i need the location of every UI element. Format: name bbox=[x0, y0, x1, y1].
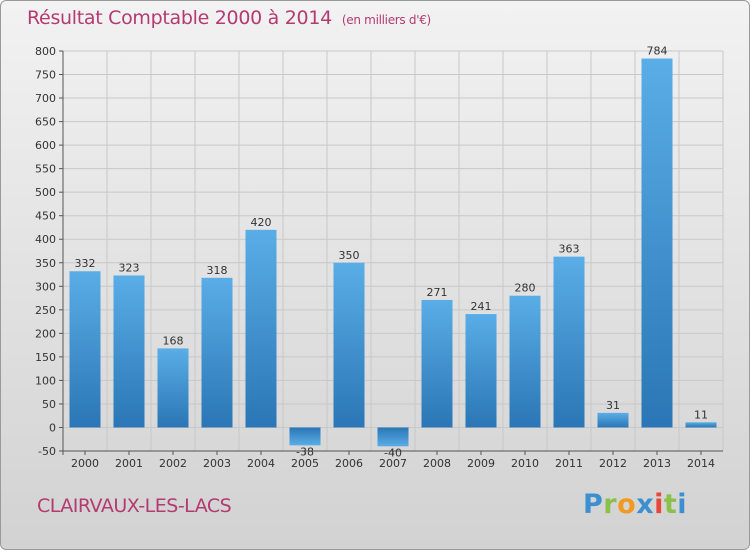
x-tick-label-2000: 2000 bbox=[71, 457, 99, 470]
x-tick-label-2005: 2005 bbox=[291, 457, 319, 470]
value-label-2013: 784 bbox=[647, 45, 668, 58]
logo-letter: x bbox=[636, 489, 655, 520]
y-tick-label: 300 bbox=[35, 280, 56, 293]
logo-letter: i bbox=[677, 489, 688, 520]
x-tick-label-2012: 2012 bbox=[599, 457, 627, 470]
x-tick-label-2009: 2009 bbox=[467, 457, 495, 470]
bar-2010 bbox=[509, 295, 541, 428]
x-tick-label-2010: 2010 bbox=[511, 457, 539, 470]
y-tick-label: 350 bbox=[35, 257, 56, 270]
value-label-2012: 31 bbox=[606, 399, 620, 412]
y-tick-label: 700 bbox=[35, 92, 56, 105]
x-tick-label-2003: 2003 bbox=[203, 457, 231, 470]
logo-letter: P bbox=[583, 489, 604, 520]
value-label-2007: -40 bbox=[384, 446, 402, 459]
y-tick-label: 400 bbox=[35, 233, 56, 246]
y-tick-label: 550 bbox=[35, 163, 56, 176]
value-label-2004: 420 bbox=[251, 216, 272, 229]
value-label-2000: 332 bbox=[75, 257, 96, 270]
y-tick-label: 800 bbox=[35, 45, 56, 58]
value-label-2009: 241 bbox=[471, 300, 492, 313]
y-tick-label: 750 bbox=[35, 69, 56, 82]
x-tick-label-2002: 2002 bbox=[159, 457, 187, 470]
y-tick-label: 600 bbox=[35, 139, 56, 152]
chart-title: Résultat Comptable 2000 à 2014 (en millie… bbox=[27, 7, 431, 29]
logo-letter: o bbox=[617, 489, 637, 520]
x-tick-label-2007: 2007 bbox=[379, 457, 407, 470]
value-label-2011: 363 bbox=[559, 243, 580, 256]
bar-2009 bbox=[465, 314, 497, 428]
bar-2003 bbox=[201, 277, 233, 428]
bar-2005 bbox=[289, 427, 321, 446]
y-tick-label: 200 bbox=[35, 327, 56, 340]
logo-letter: t bbox=[663, 489, 678, 520]
bar-2002 bbox=[157, 348, 189, 428]
y-tick-label: 50 bbox=[42, 398, 56, 411]
x-tick-label-2006: 2006 bbox=[335, 457, 363, 470]
x-tick-label-2008: 2008 bbox=[423, 457, 451, 470]
y-tick-label: 650 bbox=[35, 116, 56, 129]
value-label-2002: 168 bbox=[163, 334, 184, 347]
chart-unit-label: (en milliers d'€) bbox=[341, 13, 431, 27]
bar-2004 bbox=[245, 229, 277, 428]
value-label-2008: 271 bbox=[427, 286, 448, 299]
bar-2014 bbox=[685, 422, 717, 428]
x-tick-label-2011: 2011 bbox=[555, 457, 583, 470]
proxiti-logo: Proxiti bbox=[583, 489, 687, 520]
x-tick-label-2001: 2001 bbox=[115, 457, 143, 470]
bar-2012 bbox=[597, 412, 629, 428]
y-tick-label: 450 bbox=[35, 210, 56, 223]
value-label-2005: -38 bbox=[296, 445, 314, 458]
logo-letter: r bbox=[603, 489, 618, 520]
y-tick-label: 0 bbox=[49, 421, 56, 434]
value-label-2014: 11 bbox=[694, 408, 708, 421]
bar-2006 bbox=[333, 262, 365, 428]
value-label-2006: 350 bbox=[339, 249, 360, 262]
y-tick-label: 150 bbox=[35, 351, 56, 364]
bar-2000 bbox=[69, 271, 101, 428]
commune-name: CLAIRVAUX-LES-LACS bbox=[37, 495, 232, 517]
bars bbox=[69, 58, 717, 447]
bar-2011 bbox=[553, 256, 585, 428]
chart-title-text: Résultat Comptable 2000 à 2014 bbox=[27, 7, 332, 29]
x-tick-label-2014: 2014 bbox=[687, 457, 715, 470]
y-tick-label: 250 bbox=[35, 304, 56, 317]
bar-2013 bbox=[641, 58, 673, 428]
x-tick-label-2013: 2013 bbox=[643, 457, 671, 470]
value-label-2003: 318 bbox=[207, 264, 228, 277]
x-tick-label-2004: 2004 bbox=[247, 457, 275, 470]
value-label-2010: 280 bbox=[515, 282, 536, 295]
value-label-2001: 323 bbox=[119, 261, 140, 274]
bar-2001 bbox=[113, 275, 145, 428]
axes: -50 0 50 100 150 200 250 300 350 400 450 500 550 600 6… bbox=[35, 45, 723, 470]
y-tick-label: 500 bbox=[35, 186, 56, 199]
bar-2008 bbox=[421, 299, 453, 428]
y-tick-label: 100 bbox=[35, 374, 56, 387]
bar-2007 bbox=[377, 427, 409, 447]
logo-letter: i bbox=[654, 489, 664, 520]
value-labels: 332 323 168 318 420 -38 350 -40 271 241 280 363 31 78… bbox=[75, 45, 709, 460]
y-tick-label: -50 bbox=[38, 445, 56, 458]
